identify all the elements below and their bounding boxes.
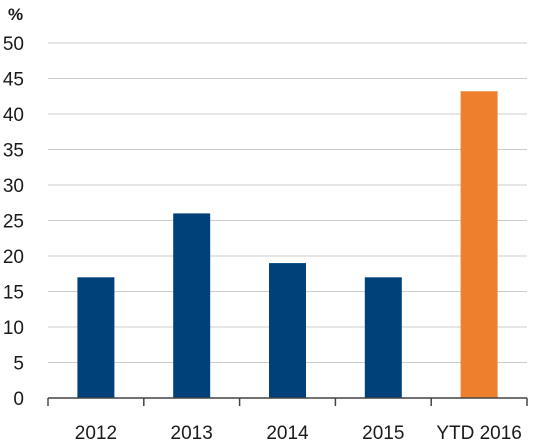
y-tick-label: 20 — [3, 247, 24, 268]
gridlines — [48, 42, 527, 363]
bar-2014 — [269, 263, 306, 398]
bar-ytd-2016 — [460, 91, 498, 398]
y-axis-unit-label: % — [8, 5, 23, 24]
y-tick-label: 30 — [3, 176, 24, 197]
x-tick-label: YTD 2016 — [436, 423, 522, 444]
y-tick-label: 50 — [3, 34, 24, 55]
x-tick-label: 2012 — [75, 423, 117, 444]
bar-2015 — [364, 277, 402, 398]
y-tick-label: 10 — [3, 318, 24, 339]
y-tick-label: 45 — [3, 70, 24, 91]
y-tick-label: 35 — [3, 141, 24, 162]
bar-2013 — [173, 213, 211, 398]
x-tick-label: 2013 — [171, 423, 213, 444]
bars — [77, 91, 498, 398]
y-tick-label: 15 — [3, 283, 24, 304]
y-tick-label: 5 — [13, 354, 24, 375]
y-tick-label: 25 — [3, 212, 24, 233]
y-tick-label: 0 — [13, 389, 24, 410]
bar-2012 — [77, 277, 115, 398]
y-axis-ticks: 0 5 10 15 20 25 30 35 40 45 50 — [3, 34, 24, 410]
x-tick-label: 2015 — [362, 423, 404, 444]
x-tick-label: 2014 — [266, 423, 309, 444]
x-axis: 2012 2013 2014 2015 YTD 2016 — [47, 397, 528, 444]
y-tick-label: 40 — [3, 105, 24, 126]
